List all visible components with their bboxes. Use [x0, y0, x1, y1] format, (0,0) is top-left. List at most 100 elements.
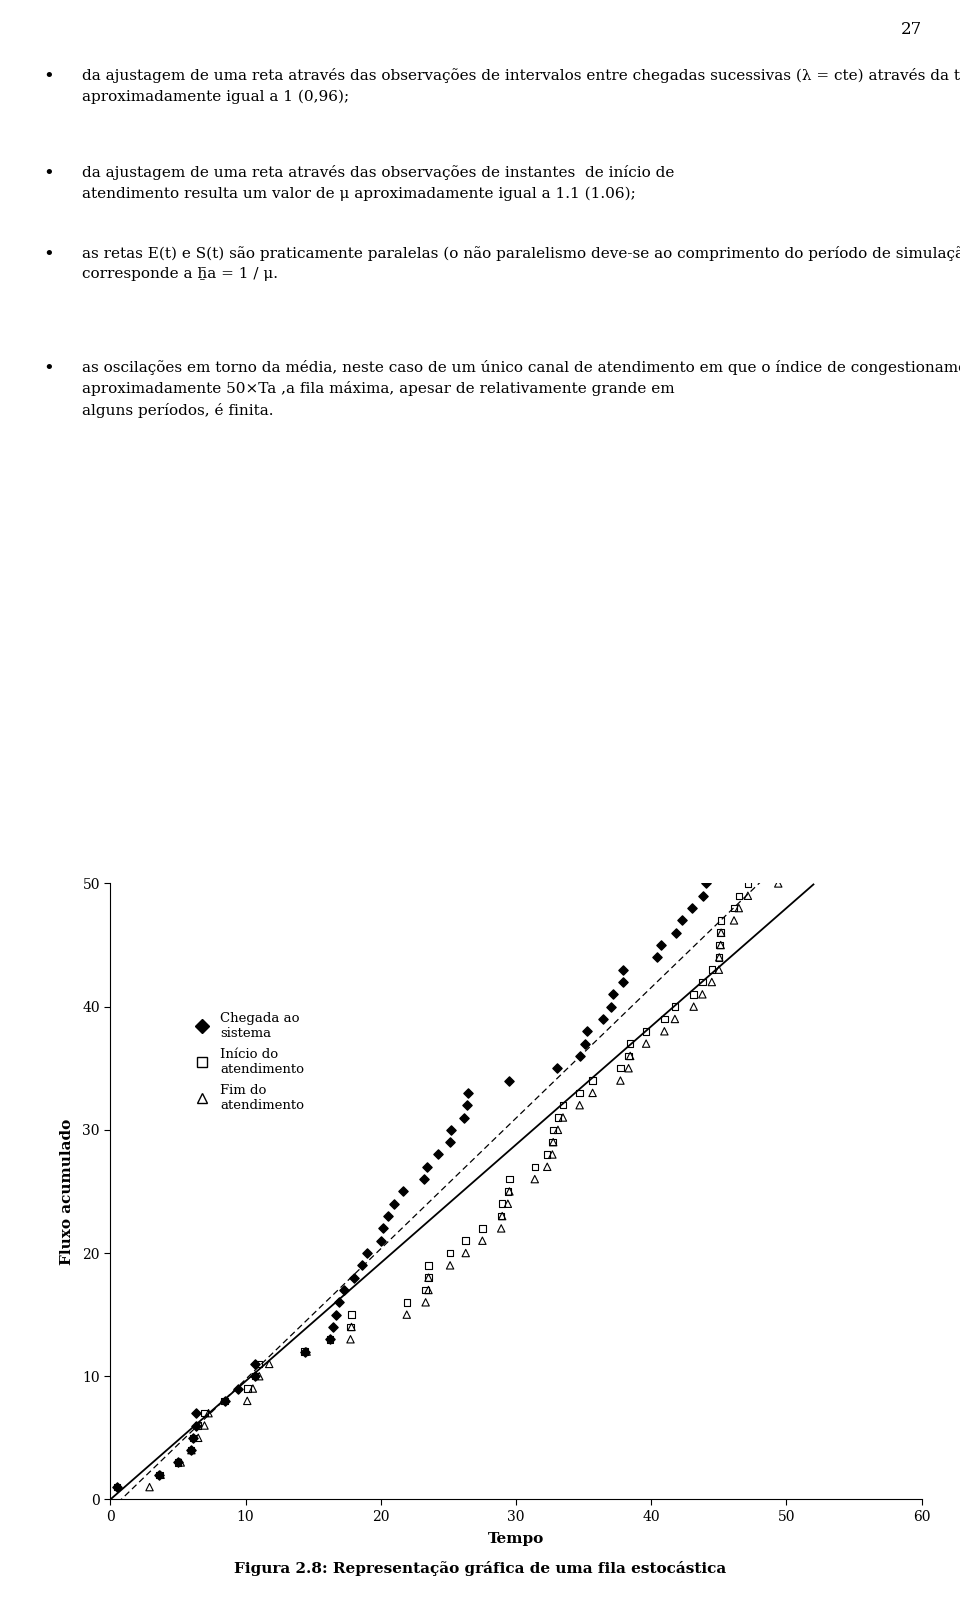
Text: •: • — [43, 246, 54, 264]
Point — [240, 1376, 255, 1402]
Point — [540, 1141, 555, 1167]
Point — [399, 1289, 415, 1315]
Point — [190, 1412, 205, 1438]
Point — [443, 1240, 458, 1266]
Point — [555, 1093, 570, 1118]
Point — [667, 994, 683, 1020]
Point — [732, 883, 747, 909]
Point — [189, 1401, 204, 1426]
X-axis label: Tempo: Tempo — [488, 1532, 544, 1546]
Point — [248, 1363, 263, 1389]
Point — [344, 1302, 359, 1328]
Point — [500, 1178, 516, 1204]
Point — [344, 1315, 359, 1341]
Point — [686, 981, 702, 1007]
Point — [638, 1018, 654, 1044]
Point — [686, 994, 702, 1020]
Point — [420, 1253, 436, 1279]
Point — [621, 1055, 636, 1081]
Text: •: • — [43, 360, 54, 378]
Point — [604, 994, 619, 1020]
Point — [572, 1093, 588, 1118]
Point — [261, 1350, 276, 1376]
Point — [152, 1462, 167, 1488]
Point — [343, 1315, 358, 1341]
Point — [774, 858, 789, 883]
Point — [704, 956, 719, 982]
Point — [142, 1473, 157, 1499]
Point — [217, 1388, 232, 1414]
Text: as retas E(t) e S(t) são praticamente paralelas (o não paralelismo deve-se ao co: as retas E(t) e S(t) são praticamente pa… — [82, 246, 960, 282]
Point — [713, 908, 729, 934]
Point — [771, 858, 786, 883]
Point — [240, 1388, 255, 1414]
Legend: Chegada ao
sistema, Início do
atendimento, Fim do
atendimento: Chegada ao sistema, Início do atendiment… — [183, 1007, 310, 1117]
Point — [417, 1165, 432, 1191]
Point — [248, 1350, 263, 1376]
Point — [638, 1031, 654, 1057]
Point — [545, 1117, 561, 1143]
Point — [153, 1462, 168, 1488]
Point — [493, 1203, 509, 1229]
Point — [430, 1141, 445, 1167]
Point — [420, 1264, 436, 1290]
Point — [622, 1031, 637, 1057]
Point — [615, 969, 631, 995]
Point — [185, 1425, 201, 1451]
Point — [252, 1363, 267, 1389]
Point — [474, 1227, 490, 1253]
Point — [502, 1068, 517, 1094]
Point — [460, 1080, 475, 1106]
Point — [343, 1326, 358, 1352]
Point — [399, 1302, 415, 1328]
Point — [458, 1240, 473, 1266]
Point — [152, 1462, 167, 1488]
Point — [595, 1007, 611, 1033]
Point — [657, 1018, 672, 1044]
Point — [355, 1253, 371, 1279]
Point — [615, 956, 631, 982]
Point — [711, 932, 727, 958]
Point — [395, 1178, 410, 1204]
Point — [183, 1438, 199, 1464]
Point — [188, 1412, 204, 1438]
Point — [550, 1117, 565, 1143]
Point — [579, 1018, 594, 1044]
Point — [372, 1227, 388, 1253]
Point — [544, 1130, 560, 1156]
Point — [711, 945, 727, 971]
Point — [443, 1253, 458, 1279]
Point — [727, 908, 742, 934]
Point — [704, 969, 719, 995]
Point — [649, 945, 664, 971]
Point — [711, 956, 727, 982]
Point — [418, 1289, 433, 1315]
Point — [657, 1007, 672, 1033]
Point — [217, 1388, 232, 1414]
Text: •: • — [43, 68, 54, 86]
Text: da ajustagem de uma reta através das observações de instantes  de início de
aten: da ajustagem de uma reta através das obs… — [82, 165, 674, 201]
Point — [572, 1042, 588, 1068]
Point — [493, 1216, 509, 1242]
Text: da ajustagem de uma reta através das observações de intervalos entre chegadas su: da ajustagem de uma reta através das obs… — [82, 68, 960, 104]
Point — [252, 1350, 267, 1376]
Point — [748, 858, 763, 883]
Point — [555, 1104, 570, 1130]
Text: •: • — [43, 165, 54, 183]
Point — [299, 1339, 314, 1365]
Point — [695, 969, 710, 995]
Point — [667, 1007, 683, 1033]
Point — [183, 1438, 199, 1464]
Point — [331, 1289, 347, 1315]
Point — [544, 1141, 560, 1167]
Point — [769, 846, 784, 872]
Point — [420, 1264, 436, 1290]
Point — [606, 981, 621, 1007]
Point — [713, 919, 729, 945]
Point — [713, 932, 729, 958]
Point — [545, 1130, 561, 1156]
Point — [572, 1080, 588, 1106]
Point — [612, 1055, 628, 1081]
Y-axis label: Fluxo acumulado: Fluxo acumulado — [60, 1118, 74, 1264]
Point — [711, 945, 727, 971]
